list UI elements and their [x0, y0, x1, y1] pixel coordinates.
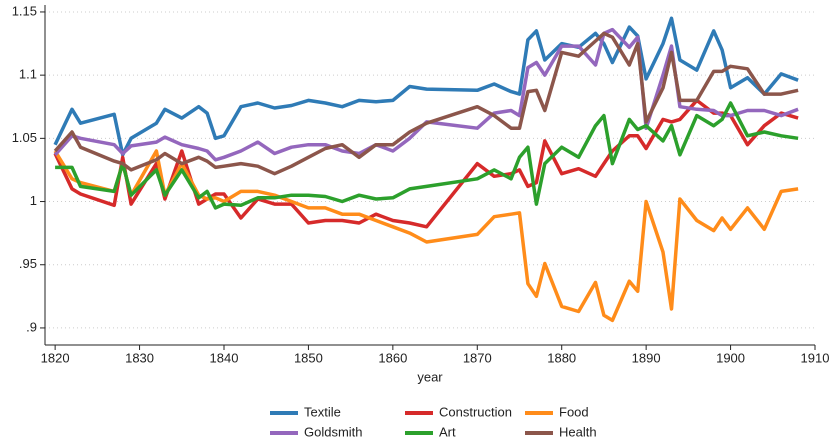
series-line — [53, 98, 799, 229]
x-tick-label: 1830 — [125, 350, 154, 365]
legend-label: Goldsmith — [304, 424, 363, 439]
series-line — [53, 31, 799, 176]
y-tick-label: 1.15 — [12, 3, 37, 18]
y-tick-label: .95 — [19, 256, 37, 271]
legend-label: Art — [439, 424, 456, 439]
x-tick-label: 1850 — [294, 350, 323, 365]
x-tick-label: 1860 — [378, 350, 407, 365]
y-tick-label: 1.05 — [12, 130, 37, 145]
legend-label: Food — [559, 404, 589, 419]
x-tick-label: 1880 — [547, 350, 576, 365]
legend-label: Health — [559, 424, 597, 439]
y-tick-label: 1 — [30, 193, 37, 208]
x-tick-label: 1890 — [632, 350, 661, 365]
x-axis-label: year — [417, 369, 443, 384]
x-tick-label: 1900 — [716, 350, 745, 365]
y-tick-label: .9 — [26, 319, 37, 334]
y-tick-label: 1.1 — [19, 67, 37, 82]
x-tick-label: 1820 — [41, 350, 70, 365]
x-tick-label: 1870 — [463, 350, 492, 365]
series-line — [53, 16, 799, 157]
legend-label: Construction — [439, 404, 512, 419]
series-line — [53, 149, 799, 323]
x-tick-label: 1840 — [210, 350, 239, 365]
legend-label: Textile — [304, 404, 341, 419]
x-tick-label: 1910 — [801, 350, 830, 365]
series-line — [55, 101, 799, 210]
